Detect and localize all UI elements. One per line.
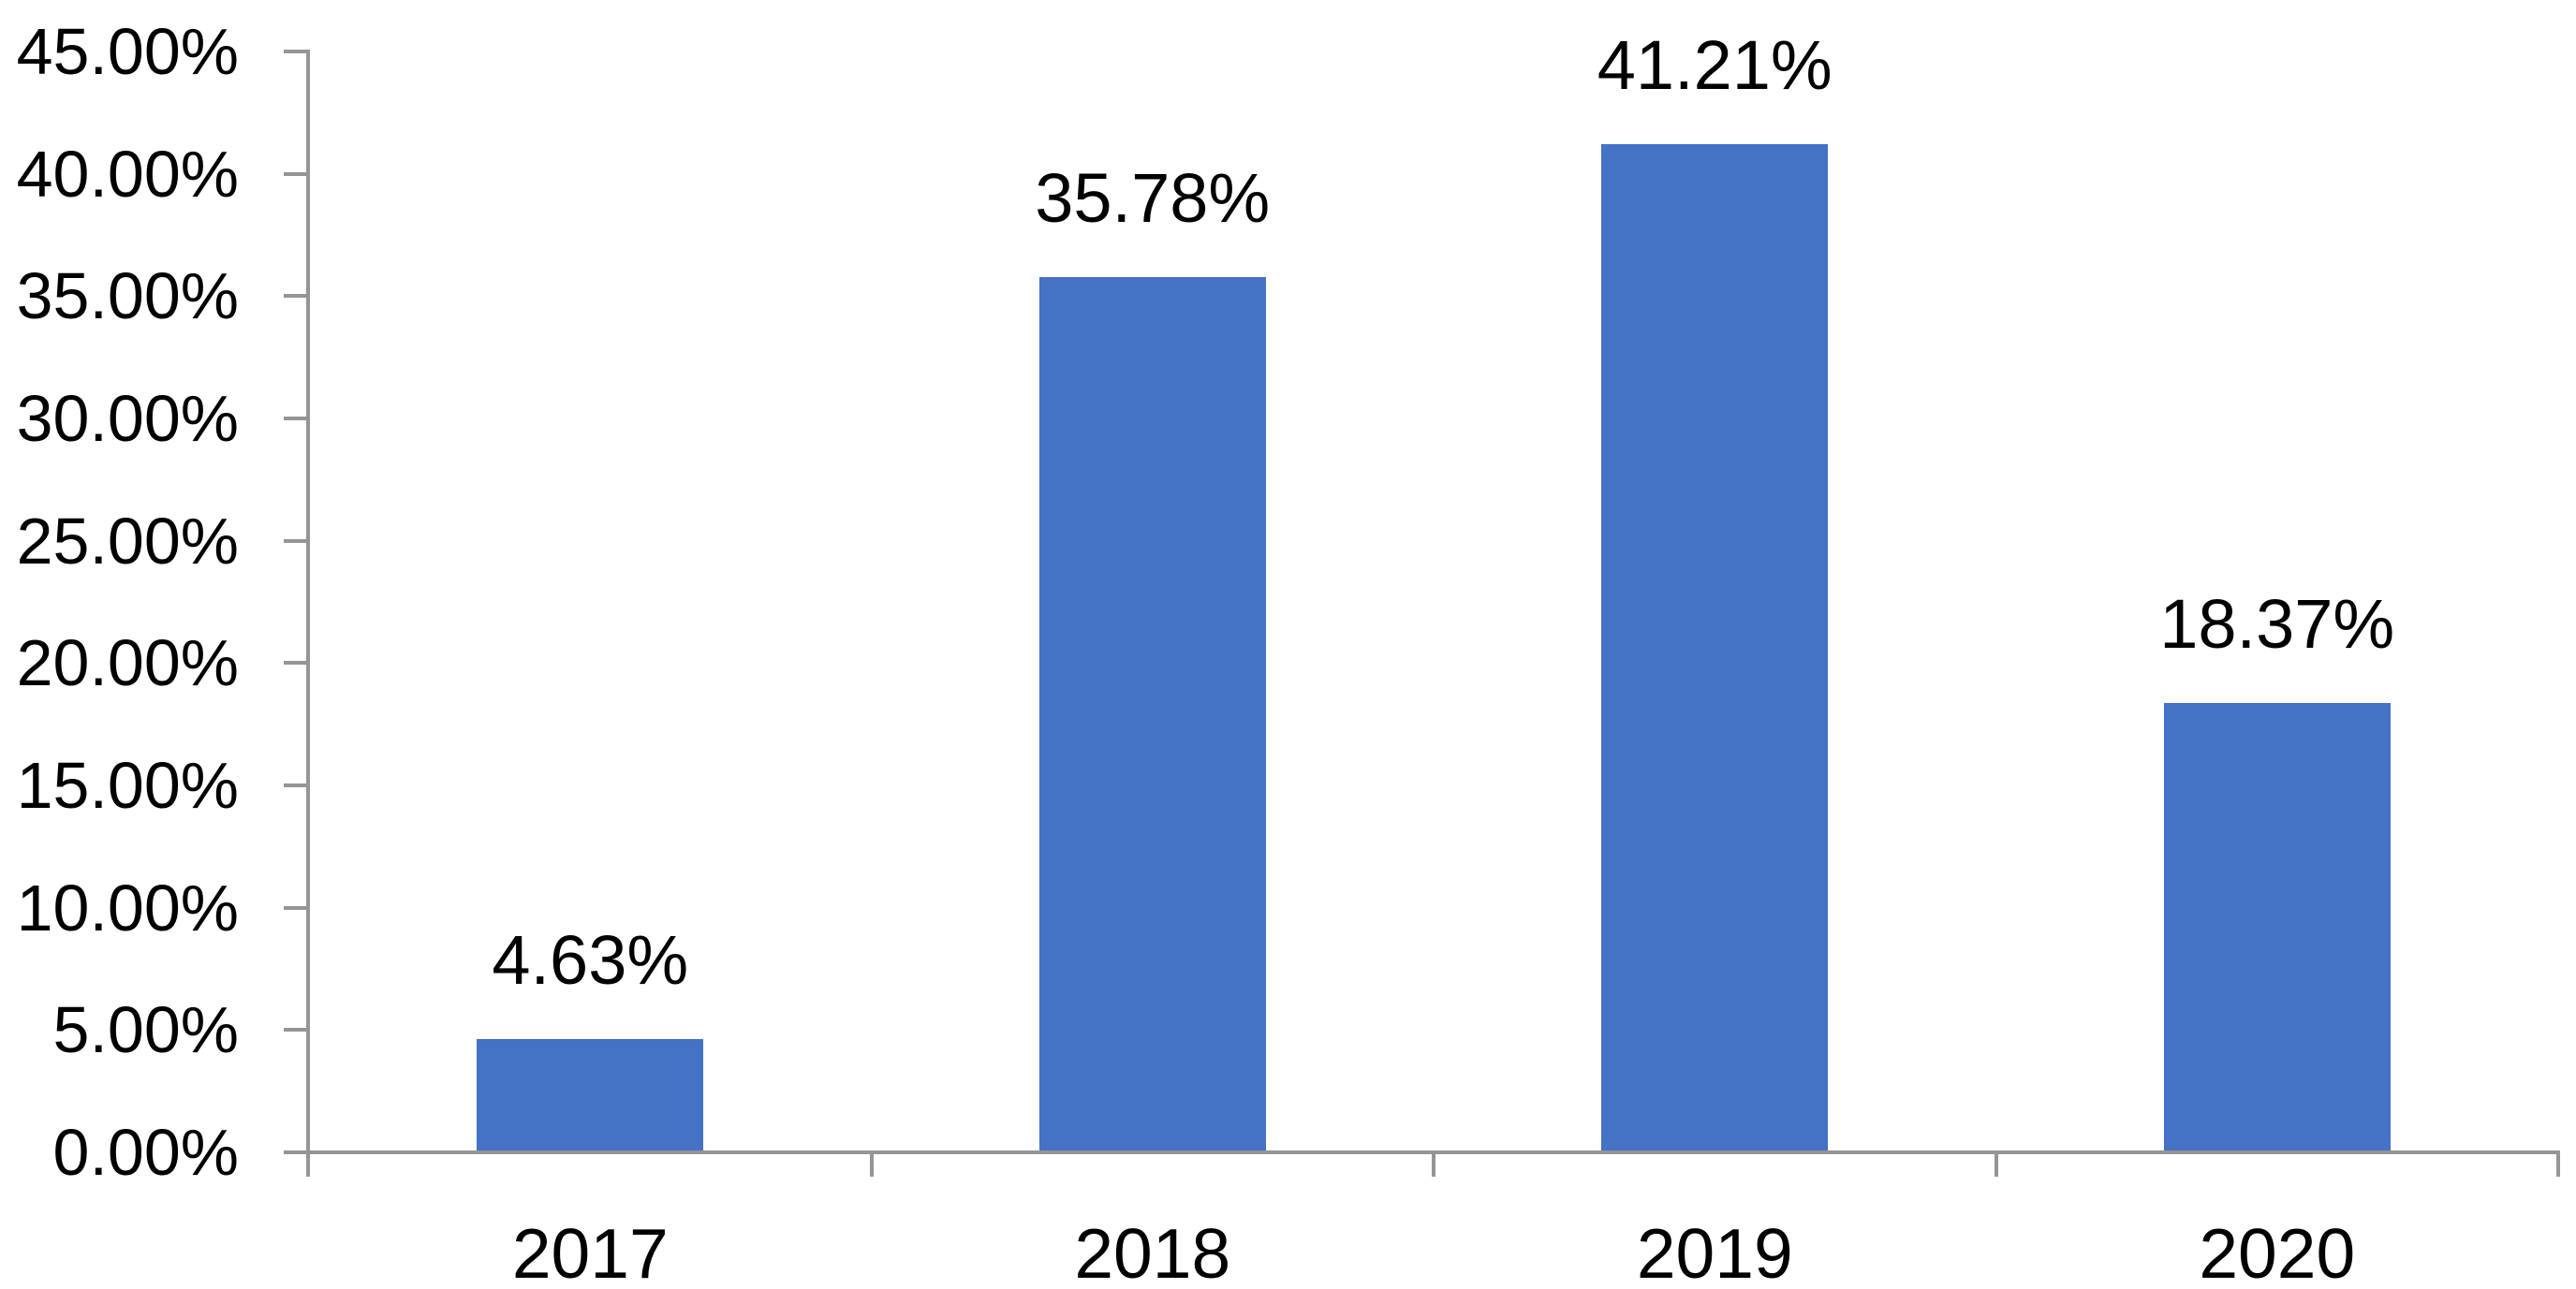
y-axis-tick xyxy=(284,661,309,666)
y-axis-tick xyxy=(284,905,309,910)
y-axis-tick xyxy=(284,538,309,543)
bar-value-label: 35.78% xyxy=(1035,158,1271,237)
y-axis-tick xyxy=(284,171,309,176)
y-axis-tick-label: 30.00% xyxy=(16,382,239,455)
y-axis-line xyxy=(306,50,310,1177)
y-axis-tick-label: 20.00% xyxy=(16,626,239,700)
bar-value-label: 41.21% xyxy=(1597,26,1833,105)
bar-value-label: 4.63% xyxy=(492,921,689,999)
bar xyxy=(2163,702,2391,1152)
y-axis-tick-label: 5.00% xyxy=(52,993,239,1067)
x-axis-category-label: 2018 xyxy=(1074,1214,1231,1289)
y-axis-tick xyxy=(284,50,309,53)
x-axis-tick xyxy=(1432,1152,1435,1177)
y-axis-tick xyxy=(284,417,309,420)
y-axis-tick-label: 45.00% xyxy=(16,15,239,88)
y-axis-tick xyxy=(284,1028,309,1033)
x-axis-category-label: 2020 xyxy=(2199,1214,2356,1289)
bar-value-label: 18.37% xyxy=(2159,584,2395,663)
x-axis-category-label: 2019 xyxy=(1636,1214,1793,1289)
y-axis-tick-label: 40.00% xyxy=(16,137,239,211)
x-axis-tick xyxy=(2556,1152,2560,1177)
y-axis-tick xyxy=(284,294,309,299)
y-axis-tick xyxy=(284,784,309,787)
bar xyxy=(1601,144,1829,1152)
x-axis-category-label: 2017 xyxy=(511,1214,669,1289)
y-axis-tick-label: 10.00% xyxy=(16,871,239,945)
y-axis-tick-label: 15.00% xyxy=(16,749,239,822)
bar xyxy=(1038,276,1266,1152)
x-axis-tick xyxy=(1994,1152,1998,1177)
y-axis-tick-label: 35.00% xyxy=(16,259,239,333)
x-axis-tick xyxy=(869,1152,874,1177)
y-axis-tick-label: 25.00% xyxy=(16,504,239,578)
y-axis-tick xyxy=(284,1150,309,1154)
bar xyxy=(477,1039,704,1152)
y-axis-tick-label: 0.00% xyxy=(52,1116,239,1189)
